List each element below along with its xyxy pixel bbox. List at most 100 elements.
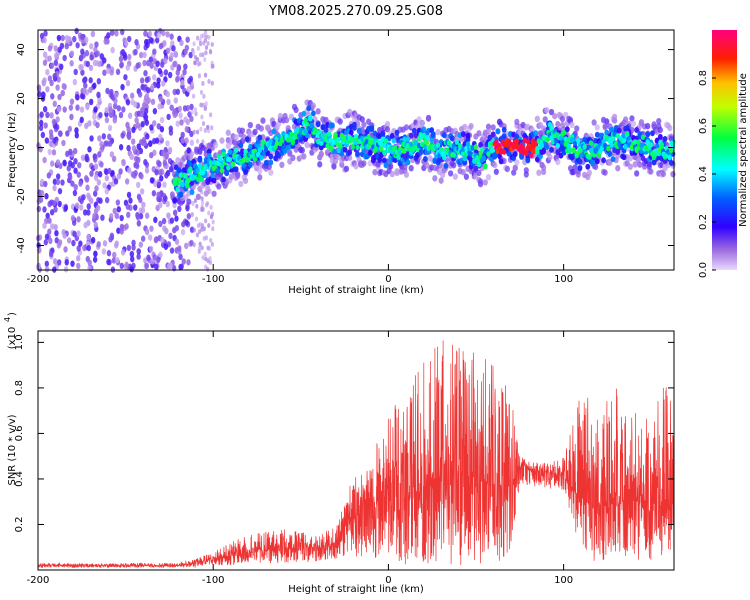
heatmap-cell (574, 125, 580, 132)
heatmap-cell (650, 130, 655, 137)
heatmap-cell (69, 50, 75, 57)
heatmap-cell (182, 105, 188, 112)
heatmap-cell (74, 132, 79, 139)
spectrogram-ytick-label: 40 (16, 43, 27, 56)
heatmap-cell (52, 72, 57, 80)
heatmap-cell (525, 157, 531, 164)
heatmap-cell (195, 232, 200, 238)
heatmap-cell (120, 83, 125, 91)
heatmap-cell (106, 249, 112, 257)
heatmap-cell (72, 230, 77, 238)
heatmap-cell (610, 156, 616, 163)
heatmap-cell (549, 146, 554, 153)
heatmap-cell (150, 83, 155, 91)
heatmap-cell (39, 119, 44, 127)
heatmap-cell (325, 142, 330, 149)
heatmap-cell (114, 240, 119, 247)
heatmap-cell (69, 60, 74, 67)
heatmap-cell (49, 112, 54, 119)
colorbar-label: Normalized spectral amplitude (738, 73, 749, 227)
heatmap-cell (144, 167, 150, 174)
heatmap-cell (233, 166, 239, 173)
heatmap-cell (68, 148, 73, 156)
heatmap-cell (175, 88, 181, 95)
colorbar-gradient (712, 30, 737, 270)
heatmap-cell (175, 69, 180, 76)
heatmap-cell (627, 154, 633, 162)
heatmap-cell (63, 246, 68, 253)
heatmap-cell (119, 262, 124, 270)
heatmap-cell (203, 251, 207, 257)
heatmap-cell (183, 48, 188, 56)
heatmap-cell (70, 215, 76, 222)
heatmap-cell (125, 64, 130, 71)
heatmap-cell (463, 173, 469, 180)
heatmap-cell (62, 54, 67, 62)
heatmap-cell (174, 238, 180, 245)
heatmap-cell (233, 134, 239, 141)
heatmap-cell (204, 101, 208, 107)
heatmap-cell (53, 45, 58, 52)
heatmap-cell (119, 214, 124, 222)
heatmap-cell (182, 68, 187, 76)
heatmap-cell (45, 111, 50, 119)
heatmap-cell (153, 180, 158, 188)
snr-scale-label: (x10 (7, 327, 18, 350)
heatmap-cell (209, 214, 214, 219)
heatmap-cell (208, 48, 213, 54)
spectrogram-ytick-label: -20 (16, 188, 27, 204)
heatmap-cell (352, 121, 357, 128)
snr-frame (37, 330, 675, 571)
heatmap-cell (175, 186, 181, 193)
heatmap-cell (126, 191, 132, 199)
heatmap-cell (135, 214, 141, 221)
heatmap-cell (86, 192, 91, 199)
snr-xtick-label: 0 (385, 575, 391, 586)
heatmap-cell (199, 52, 203, 58)
snr-panel: -200 -100 0 100 0.2 0.4 0.6 0.8 1.0 Height of st… (3, 312, 675, 595)
heatmap-cell (343, 165, 350, 172)
heatmap-cell (83, 175, 89, 182)
heatmap-cell (147, 30, 153, 38)
heatmap-cell (127, 53, 132, 61)
heatmap-cell (42, 59, 48, 66)
heatmap-cell (119, 228, 124, 235)
heatmap-cell (92, 212, 97, 220)
heatmap-cell (481, 155, 486, 162)
heatmap-cell (514, 118, 520, 126)
heatmap-cell (623, 116, 629, 123)
heatmap-cell (618, 144, 624, 151)
heatmap-cell (329, 122, 335, 129)
heatmap-cell (83, 82, 88, 89)
heatmap-cell (131, 239, 136, 247)
heatmap-cell (257, 147, 263, 154)
heatmap-cell (147, 234, 153, 241)
heatmap-cell (178, 199, 184, 207)
heatmap-cell (451, 151, 456, 158)
heatmap-cell (124, 178, 130, 185)
heatmap-cell (96, 91, 101, 99)
heatmap-cell (441, 132, 447, 139)
heatmap-cell (304, 141, 310, 149)
heatmap-cell (401, 148, 406, 154)
heatmap-cell (172, 197, 178, 204)
heatmap-cell (279, 137, 285, 143)
heatmap-cell (199, 126, 203, 132)
colorbar-tick-label: 0.2 (698, 214, 709, 230)
heatmap-cell (56, 76, 61, 83)
heatmap-cell (168, 262, 173, 269)
heatmap-cell (157, 160, 162, 168)
heatmap-cell (154, 37, 160, 44)
heatmap-cell (111, 155, 117, 163)
heatmap-cell (38, 124, 44, 132)
heatmap-cell (169, 217, 175, 224)
heatmap-cell (198, 41, 203, 47)
heatmap-cell (90, 30, 96, 38)
heatmap-cell (204, 218, 208, 224)
heatmap-cell (465, 132, 471, 139)
heatmap-cell (99, 146, 104, 153)
heatmap-cell (193, 60, 197, 66)
heatmap-cell (38, 196, 44, 203)
heatmap-cell (606, 145, 611, 152)
heatmap-cell (128, 197, 133, 204)
